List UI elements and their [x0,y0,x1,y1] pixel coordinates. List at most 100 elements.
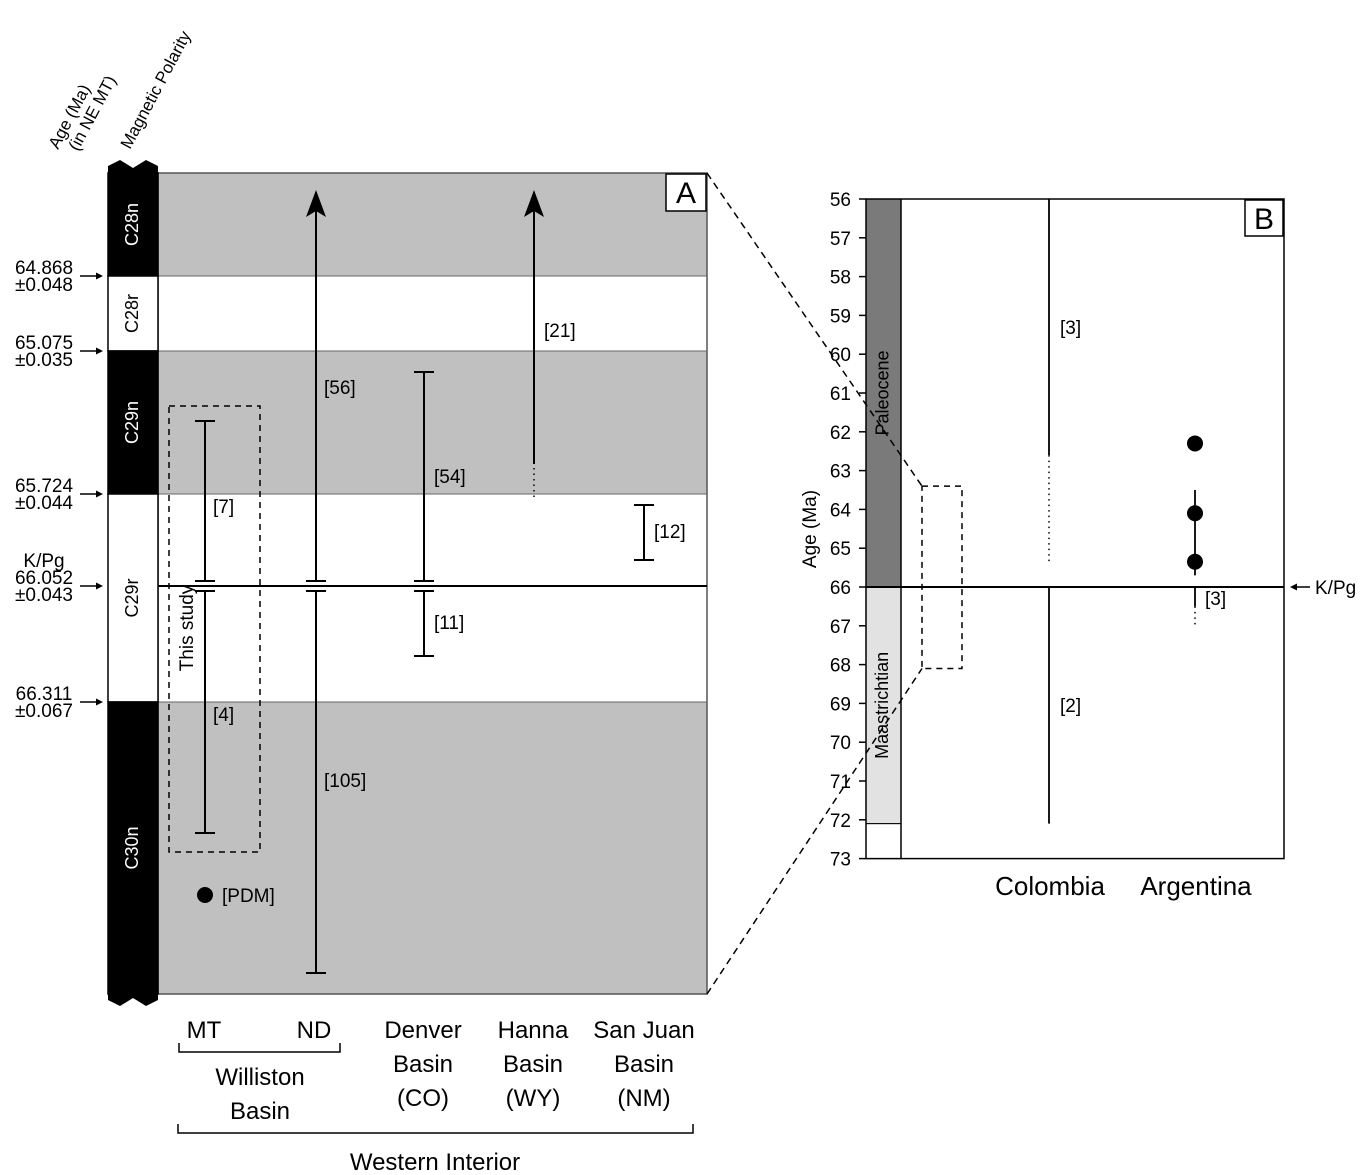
pdm-point [197,887,213,903]
this-study-box [168,405,261,853]
western-interior-label: Western Interior [350,1149,520,1175]
chron-C30n [107,701,159,995]
y-tick-label: 63 [830,462,851,483]
chron-C28r [107,275,159,352]
polarity-header-label: Magnetic Polarity [117,27,195,151]
colombia-range-2-label: [2] [1060,696,1081,717]
column-label-sanjuan-line-2: (NM) [617,1085,670,1112]
y-tick-label: 70 [830,733,851,754]
y-tick-label: 73 [830,850,851,871]
range-label-105: [105] [324,771,366,792]
chron-C29r [107,493,159,703]
panel-b-frame [865,198,1285,860]
boundary-age-error: ±0.043 [15,585,73,606]
argentina-point [1187,435,1203,452]
y-tick-label: 68 [830,656,851,677]
boundary-arrowhead [96,698,103,706]
column-label-hanna-line-1: Basin [503,1051,563,1078]
chron-label: C30n [122,826,142,869]
zoom-connector-bottom [706,668,923,995]
category-label-argentina: Argentina [1140,871,1252,901]
this-study-label: This study [177,584,198,671]
argentina-lower-label: [3] [1205,589,1226,610]
boundary-age-error: ±0.044 [15,493,73,514]
column-label-hanna-line-0: Hanna [498,1017,569,1044]
range-label-12: [12] [654,522,686,543]
polarity-bottom-zigzag [108,994,158,1006]
chron-C29n [107,350,159,495]
boundary-age-error: ±0.035 [15,350,73,371]
boundary-age: 66.052 [15,568,73,589]
epoch-label: Maastrichtian [872,652,892,759]
y-tick-label: 61 [830,384,851,405]
column-label-mt: MT [187,1017,222,1044]
boundary-arrowhead [96,582,103,590]
range-label-7: [7] [213,497,234,518]
panel-b-letter-box [1244,199,1284,237]
boundary-arrowhead [96,272,103,280]
range-label-4: [4] [213,705,234,726]
column-label-denver-line-0: Denver [384,1017,461,1044]
panel-a-letter: A [676,177,696,210]
y-tick-label: 65 [830,539,851,560]
y-tick-label: 56 [830,190,851,211]
y-tick-label: 71 [830,772,851,793]
kpg-arrowhead [1290,583,1297,591]
panel-a-letter-box [665,173,707,212]
boundary-name: K/Pg [23,551,64,572]
y-tick-label: 57 [830,229,851,250]
williston-bracket [178,1043,341,1053]
boundary-age-error: ±0.067 [15,701,73,722]
panel-b-letter: B [1254,203,1274,236]
boundary-arrowhead [96,347,103,355]
column-label-sanjuan-line-0: San Juan [593,1017,694,1044]
y-tick-label: 72 [830,811,851,832]
argentina-point [1187,553,1203,570]
western-interior-bracket [177,1124,694,1134]
epoch-maastrichtian [865,586,902,825]
chron-band [158,351,707,494]
chron-band [158,702,707,994]
y-tick-label: 60 [830,345,851,366]
range-hanna-21-arrow [524,190,544,217]
argentina-point [1187,505,1203,522]
y-tick-label: 69 [830,694,851,715]
zoom-connector-top [706,172,923,487]
williston-basin-label-line-1: Basin [230,1098,290,1125]
boundary-age-error: ±0.048 [15,275,73,296]
chron-label: C29r [122,578,142,617]
boundary-age: 66.311 [16,684,73,705]
column-label-denver-line-2: (CO) [397,1085,449,1112]
boundary-age: 64.868 [15,258,73,279]
pdm-label: [PDM] [222,886,275,907]
chron-band [158,494,707,586]
chron-band [158,173,707,276]
y-tick-label: 59 [830,306,851,327]
column-label-sanjuan-line-1: Basin [614,1051,674,1078]
chron-label: C28n [122,203,142,246]
range-nd-56-arrow [306,190,326,217]
chron-band [158,586,707,702]
category-label-colombia: Colombia [995,871,1105,901]
range-label-21: [21] [544,321,576,342]
y-tick-label: 58 [830,268,851,289]
chron-label: C29n [122,401,142,444]
range-label-11: [11] [434,613,464,634]
boundary-age: 65.075 [15,333,73,354]
williston-basin-label-line-0: Williston [215,1064,304,1091]
epoch-label: Paleocene [872,350,892,435]
boundary-age: 65.724 [15,476,74,497]
range-label-54: [54] [434,467,466,488]
panel-b: Paleocene Maastrichtian 56 57 58 59 60 61 62 63 64… [706,172,1356,995]
y-tick-label: 62 [830,423,851,444]
column-label-denver-line-1: Basin [393,1051,453,1078]
y-axis-label: Age (Ma) [800,490,821,568]
colombia-range-3-label: [3] [1060,318,1081,339]
column-label-hanna-line-2: (WY) [506,1085,561,1112]
y-tick-label: 64 [830,500,852,521]
zoom-box [921,485,963,670]
y-tick-label: 66 [830,578,851,599]
range-label-56: [56] [324,378,356,399]
